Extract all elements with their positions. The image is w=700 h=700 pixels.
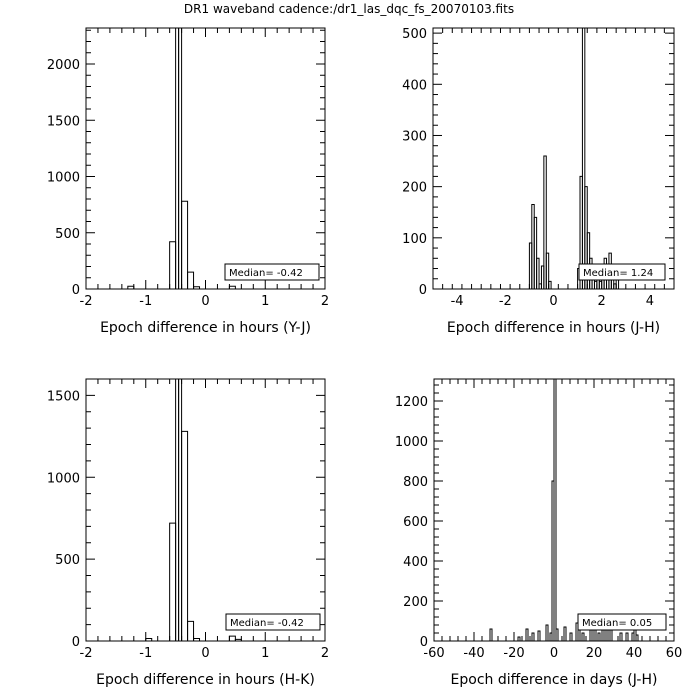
median-box [225, 613, 321, 631]
y-tick-label: 0 [72, 635, 80, 650]
histogram-bar [181, 430, 189, 641]
x-tick-label: 60 [666, 646, 683, 661]
x-tick-label: 0 [550, 646, 558, 661]
median-label: Median= 0.05 [582, 618, 652, 629]
x-tick-label: 40 [626, 646, 643, 661]
y-tick-label: 0 [72, 283, 80, 298]
x-tick-label: 4 [646, 294, 654, 309]
y-tick-label: 1000 [47, 471, 80, 486]
histogram-bar [517, 636, 521, 641]
x-axis-label: Epoch difference in days (J-H) [451, 672, 658, 688]
panel-2: -4 -2 0 2 4 0 100 200 300 400 500 Epoch difference … [402, 27, 675, 336]
x-tick-label: -4 [451, 294, 464, 309]
x-tick-label: -2 [80, 294, 93, 309]
histogram-bar [533, 216, 538, 289]
y-tick-label: 1200 [395, 395, 428, 410]
panel-4: -60 -40 -20 0 20 40 60020040060080010001200Epo… [395, 378, 683, 688]
median-box [578, 263, 666, 281]
plot-frame [432, 27, 675, 290]
median-label: Median= 1.24 [583, 268, 653, 279]
y-tick-label: 600 [403, 515, 428, 530]
histogram-bar [563, 626, 567, 641]
histogram-bar [581, 632, 585, 641]
y-tick-label: 500 [55, 227, 80, 242]
histogram-bar [489, 628, 493, 641]
histogram-bar [187, 620, 195, 641]
histogram-bar [635, 634, 639, 641]
x-tick-label: 2 [321, 294, 329, 309]
histogram-bar [545, 624, 549, 641]
median-label: Median= -0.42 [229, 268, 303, 279]
histogram-bar [181, 200, 189, 289]
x-tick-label: -20 [503, 646, 524, 661]
x-tick-label: 2 [598, 294, 606, 309]
y-tick-label: 0 [420, 635, 428, 650]
histogram-bar [543, 155, 547, 289]
y-tick-label: 0 [419, 283, 427, 298]
x-tick-label: -60 [423, 646, 444, 661]
x-tick-label: 20 [586, 646, 603, 661]
y-tick-label: 200 [403, 595, 428, 610]
x-axis-label: Epoch difference in hours (Y-J) [100, 320, 311, 336]
histogram-bar [531, 632, 535, 641]
y-tick-label: 400 [403, 555, 428, 570]
median-label: Median= -0.42 [230, 618, 304, 629]
histogram-bar [597, 632, 601, 641]
figure-title: DR1 waveband cadence:/dr1_las_dqc_fs_200… [184, 2, 514, 16]
x-tick-label: -2 [499, 294, 512, 309]
x-axis-label: Epoch difference in hours (J-H) [447, 320, 660, 336]
histogram-bar [536, 257, 540, 289]
y-tick-label: 400 [402, 78, 427, 93]
x-tick-label: 1 [261, 646, 269, 661]
median-box [577, 613, 667, 631]
y-tick-label: 1000 [47, 171, 80, 186]
x-tick-label: 0 [201, 294, 209, 309]
histogram-bar [525, 628, 529, 641]
y-tick-label: 300 [402, 129, 427, 144]
panel-1: -2 -1 0 1 2 0 500 1000 1500 2000 Epoch difference … [47, 27, 329, 336]
x-tick-label: -40 [463, 646, 484, 661]
y-tick-label: 1500 [47, 114, 80, 129]
x-axis-label: Epoch difference in hours (H-K) [96, 672, 315, 688]
x-tick-label: 1 [261, 294, 269, 309]
y-tick-label: 1000 [395, 435, 428, 450]
histogram-bar [187, 271, 195, 289]
x-tick-label: -1 [139, 294, 152, 309]
x-tick-label: 0 [549, 294, 557, 309]
panel-3: -2 -1 0 1 2 0 500 1000 1500 Epoch difference in h… [47, 378, 329, 688]
y-tick-label: 100 [402, 232, 427, 247]
histogram-bar [545, 252, 550, 289]
y-tick-label: 500 [402, 27, 427, 42]
histogram-bar [619, 632, 623, 641]
y-tick-label: 2000 [47, 58, 80, 73]
median-box [224, 263, 320, 281]
x-tick-label: 2 [321, 646, 329, 661]
y-tick-label: 1500 [47, 389, 80, 404]
y-tick-label: 200 [402, 181, 427, 196]
x-tick-label: -1 [139, 646, 152, 661]
y-tick-label: 800 [403, 475, 428, 490]
x-tick-label: 0 [201, 646, 209, 661]
y-tick-label: 500 [55, 553, 80, 568]
x-tick-label: -2 [80, 646, 93, 661]
histogram-bar [555, 628, 559, 641]
